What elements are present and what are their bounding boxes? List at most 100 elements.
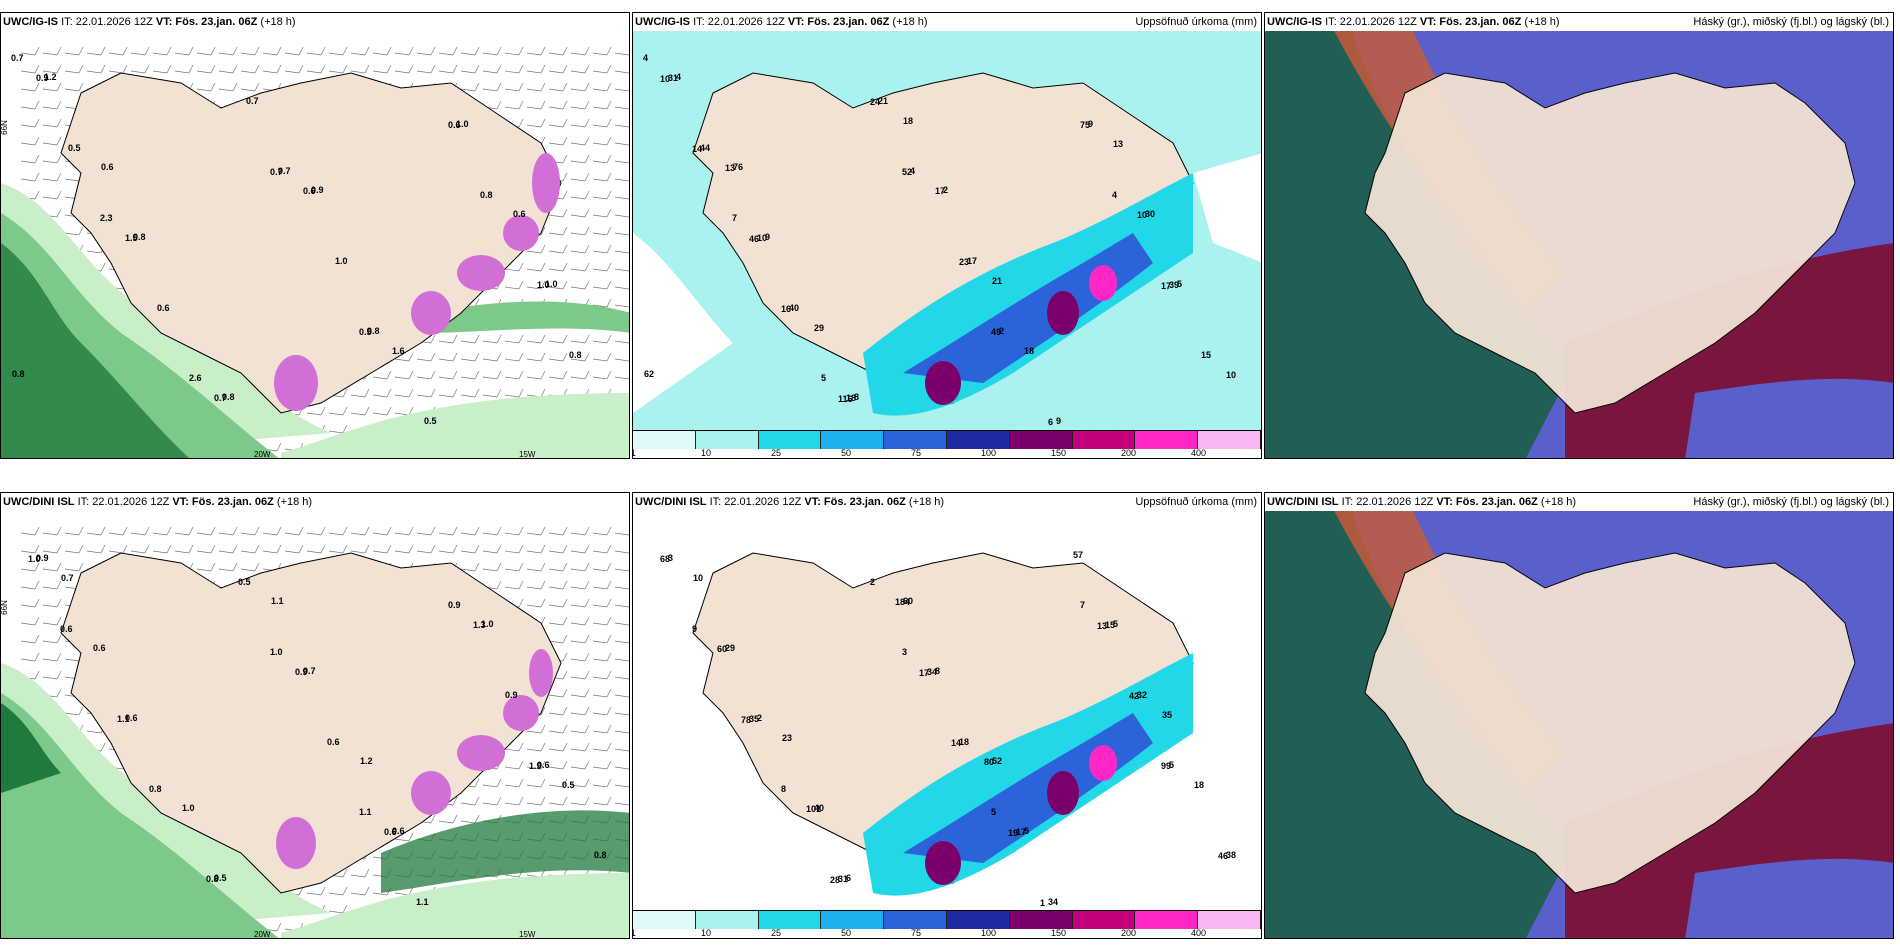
map-value-label: 99 — [1161, 761, 1172, 771]
wind-barb — [20, 562, 40, 572]
wind-barb — [372, 526, 392, 536]
wind-barb — [284, 64, 304, 74]
map-value-label: 52 — [902, 167, 913, 177]
wind-barb — [570, 370, 590, 380]
wind-barb — [394, 64, 414, 74]
wind-barb — [592, 244, 612, 254]
wind-barb — [548, 208, 568, 218]
wind-barb — [482, 334, 502, 344]
wind-barb — [614, 214, 629, 218]
wind-barb — [438, 352, 458, 362]
wind-barb — [592, 652, 612, 662]
map-value-label: 2.3 — [100, 213, 113, 223]
map-value-label: 1.1 — [416, 897, 429, 907]
wind-barb — [526, 526, 546, 536]
wind-barb — [152, 64, 172, 74]
wind-barb — [218, 544, 238, 554]
wind-barb — [526, 544, 546, 554]
wind-barb — [460, 370, 480, 380]
map-value-label: 80 — [984, 757, 995, 767]
map-value-label: 17 — [1016, 827, 1027, 837]
wind-barb — [328, 526, 348, 536]
map-value-label: 1.5 — [125, 233, 138, 243]
map-value-label: 14 — [692, 144, 703, 154]
lon-label: 15W — [519, 450, 536, 459]
cloud-panel-dini: UWC/DINI ISL IT: 22.01.2026 12Z VT: Fös.… — [1264, 492, 1894, 939]
wind-barb — [504, 526, 524, 536]
wind-barb — [262, 64, 282, 74]
map-value-label: 28 — [830, 875, 841, 885]
green-precip-bands — [1, 183, 629, 458]
wind-barb — [394, 46, 414, 56]
wind-barb — [86, 526, 106, 536]
wind-barb — [20, 616, 40, 626]
wind-barb — [350, 406, 370, 416]
wind-barb — [218, 64, 238, 74]
wind-barb — [108, 526, 128, 536]
wind-barb — [328, 424, 348, 434]
wind-barb — [570, 544, 590, 554]
map-value-label: 1.0 — [182, 803, 195, 813]
map-value-label: 0.9 — [295, 667, 308, 677]
wind-barb — [592, 118, 612, 128]
wind-barb — [152, 544, 172, 554]
wind-barb — [482, 562, 502, 572]
wind-barb — [350, 886, 370, 896]
wind-barb — [350, 64, 370, 74]
precip-legend: 1 10 25 50 75 100 150 200 400 — [633, 430, 1261, 458]
wind-barb — [570, 724, 590, 734]
map-value-label: 0.8 — [222, 392, 235, 402]
wind-barb — [548, 742, 568, 752]
wind-barb — [548, 634, 568, 644]
map-value-label: 0.7 — [303, 666, 316, 676]
wind-barb — [504, 580, 524, 590]
map-value-label: 0.5 — [238, 577, 251, 587]
map-value-label: 5 — [1169, 760, 1175, 770]
map-value-label: 1.0 — [270, 647, 283, 657]
map-value-label: 21 — [878, 96, 889, 106]
wind-barb — [460, 334, 480, 344]
map-wind — [1, 46, 629, 458]
wind-barb — [504, 82, 524, 92]
map-value-label: 2 — [999, 326, 1005, 336]
wind-barb — [592, 190, 612, 200]
wind-barb — [20, 652, 40, 662]
map-value-label: 0.6 — [101, 162, 114, 172]
wind-barb — [42, 46, 62, 56]
map-value-label: 3 — [902, 647, 908, 657]
iceland-land — [1364, 552, 1856, 894]
map-value-label: 18 — [1194, 780, 1205, 790]
wind-barb — [504, 262, 524, 272]
map-value-label: 8 — [935, 666, 941, 676]
wind-barb — [42, 64, 62, 74]
map-value-label: 0.6 — [125, 713, 138, 723]
wind-barb — [570, 172, 590, 182]
wind-barb — [482, 82, 502, 92]
map-value-label: 4 — [910, 166, 916, 176]
map-value-label: 60 — [717, 644, 728, 654]
wind-barb — [548, 562, 568, 572]
wind-barb — [504, 370, 524, 380]
wind-barb — [20, 82, 40, 92]
wind-barb — [570, 688, 590, 698]
wind-barb — [548, 616, 568, 626]
wind-barb — [614, 286, 629, 290]
wind-barb — [592, 616, 612, 626]
map-value-label: 5 — [1177, 279, 1183, 289]
map-value-label: 76 — [733, 162, 744, 172]
wind-barb — [64, 706, 84, 716]
map-value-label: 101 — [806, 804, 822, 814]
wind-barb — [504, 562, 524, 572]
wind-barb — [504, 796, 524, 806]
wind-barb — [570, 226, 590, 236]
wind-barb — [526, 118, 546, 128]
map-value-label: 32 — [1137, 690, 1148, 700]
map-value-label: 10 — [1226, 370, 1237, 380]
wind-barb — [64, 46, 84, 56]
wind-barb — [460, 82, 480, 92]
wind-barb — [394, 388, 414, 398]
wind-barb — [548, 280, 568, 290]
wind-barb — [548, 760, 568, 770]
wind-barb — [42, 190, 62, 200]
wind-barb — [614, 640, 629, 644]
